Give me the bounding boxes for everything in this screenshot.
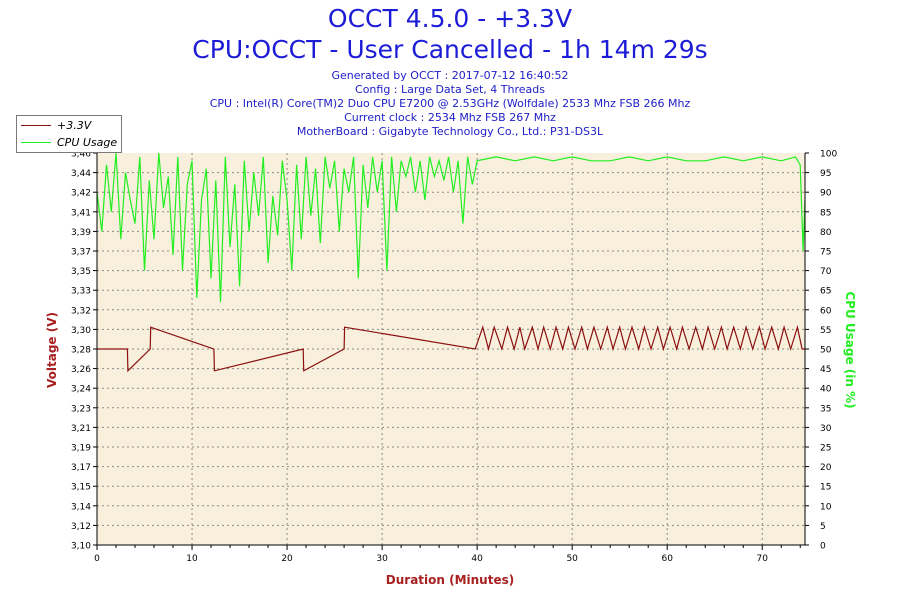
x-tick-label: 40 [471, 554, 483, 564]
y-tick-label: 3,41 [71, 208, 91, 218]
y2-tick-label: 50 [820, 346, 832, 356]
info-motherboard: MotherBoard : Gigabyte Technology Co., L… [296, 125, 604, 138]
y2-tick-label: 30 [820, 424, 832, 434]
x-tick-label: 10 [186, 554, 198, 564]
y-tick-label: 3,39 [71, 228, 91, 238]
y-axis-title: Voltage (V) [45, 312, 59, 388]
y2-tick-label: 55 [820, 326, 831, 336]
chart-title: OCCT 4.5.0 - +3.3V [327, 4, 573, 33]
x-tick-label: 50 [566, 554, 578, 564]
y2-tick-label: 70 [820, 267, 832, 277]
y2-tick-label: 5 [820, 522, 826, 532]
legend-label-voltage: +3.3V [57, 118, 92, 132]
x-tick-label: 60 [661, 554, 673, 564]
chart-subtitle: CPU:OCCT - User Cancelled - 1h 14m 29s [192, 35, 708, 64]
info-cpu: CPU : Intel(R) Core(TM)2 Duo CPU E7200 @… [209, 97, 691, 110]
y2-tick-label: 80 [820, 228, 832, 238]
y2-tick-label: 95 [820, 169, 831, 179]
y2-tick-label: 0 [820, 542, 826, 552]
y-tick-label: 3,44 [71, 169, 91, 179]
y-tick-label: 3,19 [71, 444, 91, 454]
series-line-voltage [97, 324, 805, 373]
y-tick-label: 3,12 [71, 522, 91, 532]
x-tick-label: 0 [94, 554, 100, 564]
y2-tick-label: 85 [820, 208, 831, 218]
y2-tick-label: 40 [820, 385, 832, 395]
y-tick-label: 3,26 [71, 365, 91, 375]
y2-axis-title: CPU Usage (in %) [843, 291, 857, 409]
y2-tick-label: 60 [820, 306, 832, 316]
y2-tick-label: 10 [820, 502, 832, 512]
legend-item-voltage: +3.3V [21, 118, 91, 132]
y-tick-label: 3,33 [71, 287, 91, 297]
y-tick-label: 3,46 [71, 150, 91, 160]
x-tick-label: 70 [757, 554, 769, 564]
x-axis-title: Duration (Minutes) [385, 573, 515, 587]
x-tick-label: 20 [281, 554, 293, 564]
legend-swatch-voltage [21, 124, 51, 126]
y-tick-label: 3,24 [71, 385, 91, 395]
x-tick-label: 30 [376, 554, 388, 564]
y2-tick-label: 75 [820, 248, 831, 258]
y-tick-label: 3,23 [71, 404, 91, 414]
y-tick-label: 3,42 [71, 189, 91, 199]
y2-tick-label: 90 [820, 189, 832, 199]
legend-label-cpu: CPU Usage [57, 135, 118, 149]
info-generated: Generated by OCCT : 2017-07-12 16:40:52 [331, 69, 569, 82]
y-tick-label: 3,10 [71, 542, 91, 552]
legend-item-cpu: CPU Usage [21, 135, 117, 149]
info-config: Config : Large Data Set, 4 Threads [355, 83, 545, 96]
y-tick-label: 3,32 [71, 306, 91, 316]
y-tick-label: 3,30 [71, 326, 91, 336]
chart-legend: +3.3V CPU Usage [16, 115, 122, 153]
y2-tick-label: 15 [820, 483, 831, 493]
y2-tick-label: 25 [820, 444, 831, 454]
info-clock: Current clock : 2534 Mhz FSB 267 Mhz [344, 111, 556, 124]
y-tick-label: 3,21 [71, 424, 91, 434]
y-tick-label: 3,35 [71, 267, 91, 277]
y-tick-label: 3,14 [71, 502, 91, 512]
y-tick-label: 3,17 [71, 463, 91, 473]
y-tick-label: 3,37 [71, 248, 91, 258]
y2-tick-label: 45 [820, 365, 831, 375]
y2-tick-label: 35 [820, 404, 831, 414]
y-tick-label: 3,15 [71, 483, 91, 493]
y2-tick-label: 20 [820, 463, 832, 473]
legend-swatch-cpu [21, 141, 51, 143]
y2-tick-label: 100 [820, 150, 837, 160]
y-tick-label: 3,28 [71, 346, 91, 356]
series-line-cpu-usage [96, 152, 806, 303]
y2-tick-label: 65 [820, 287, 831, 297]
